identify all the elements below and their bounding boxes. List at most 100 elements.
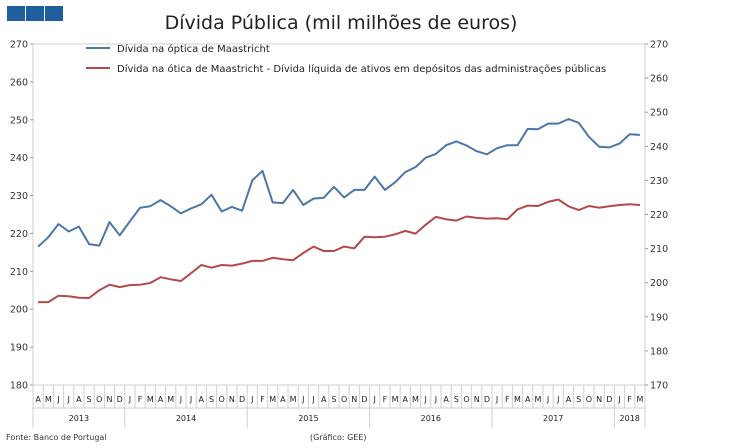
- month-label: A: [199, 395, 205, 404]
- year-label: 2015: [298, 414, 318, 423]
- month-label: M: [412, 395, 419, 404]
- month-label: J: [189, 395, 192, 404]
- right-tick-label: 200: [650, 278, 668, 289]
- month-label: J: [56, 395, 59, 404]
- month-label: N: [474, 395, 480, 404]
- logo-block-2: [26, 6, 44, 21]
- month-label: F: [627, 395, 632, 404]
- left-tick-label: 220: [10, 229, 28, 240]
- month-label: N: [229, 395, 235, 404]
- month-label: A: [443, 395, 449, 404]
- logo-block-1: [7, 6, 25, 21]
- month-label: O: [96, 395, 102, 404]
- month-label: J: [301, 395, 304, 404]
- year-label: 2017: [543, 414, 563, 423]
- month-label: J: [67, 395, 70, 404]
- month-label: O: [586, 395, 592, 404]
- month-label: S: [87, 395, 92, 404]
- month-label: M: [45, 395, 52, 404]
- series-line-net-debt: [38, 198, 640, 304]
- year-label: 2018: [620, 414, 640, 423]
- right-tick-label: 230: [650, 176, 668, 187]
- series-lines: [37, 118, 640, 304]
- month-label: J: [311, 395, 314, 404]
- month-label: D: [606, 395, 612, 404]
- month-label: M: [269, 395, 276, 404]
- year-label: 2014: [176, 414, 196, 423]
- right-tick-label: 250: [650, 108, 668, 119]
- month-label: F: [505, 395, 510, 404]
- month-label: J: [424, 395, 427, 404]
- month-label: F: [260, 395, 265, 404]
- month-label: A: [35, 395, 41, 404]
- left-tick-label: 250: [10, 115, 28, 126]
- month-label: M: [392, 395, 399, 404]
- month-label: D: [361, 395, 367, 404]
- year-label: 2016: [421, 414, 441, 423]
- logo-block-3: [45, 6, 63, 21]
- right-tick-label: 260: [650, 74, 668, 85]
- left-tick-label: 200: [10, 305, 28, 316]
- month-label: D: [239, 395, 245, 404]
- credit-note: (Gráfico: GEE): [310, 433, 367, 442]
- left-tick-label: 270: [10, 40, 28, 51]
- month-label: A: [566, 395, 572, 404]
- month-label: F: [138, 395, 143, 404]
- right-tick-label: 240: [650, 142, 668, 153]
- right-tick-label: 270: [650, 40, 668, 51]
- month-label: O: [341, 395, 347, 404]
- month-label: J: [250, 395, 253, 404]
- month-label: N: [107, 395, 113, 404]
- legend-label-net-debt: Dívida na ótica de Maastricht - Dívida l…: [117, 63, 606, 75]
- source-note: Fonte: Banco de Portugal: [6, 433, 107, 442]
- month-label: M: [636, 395, 643, 404]
- plot-area: [32, 43, 646, 386]
- month-label: D: [484, 395, 490, 404]
- month-label: J: [128, 395, 131, 404]
- left-tick-label: 230: [10, 191, 28, 202]
- month-label: A: [321, 395, 327, 404]
- month-label: N: [596, 395, 602, 404]
- month-label: S: [454, 395, 459, 404]
- legend-label-maastricht: Dívida na óptica de Maastricht: [117, 43, 270, 55]
- month-label: A: [280, 395, 286, 404]
- right-axis: 170 180 190 200 210 220 230 240 250 260 270: [645, 40, 668, 392]
- month-label: A: [403, 395, 409, 404]
- month-label: J: [373, 395, 376, 404]
- logo: [7, 6, 65, 21]
- right-tick-label: 220: [650, 210, 668, 221]
- month-label: S: [209, 395, 214, 404]
- month-label: M: [147, 395, 154, 404]
- left-tick-label: 180: [10, 381, 28, 392]
- month-label: D: [117, 395, 123, 404]
- month-label: J: [179, 395, 182, 404]
- month-label: M: [167, 395, 174, 404]
- month-label: A: [76, 395, 82, 404]
- month-label: J: [434, 395, 437, 404]
- month-label: O: [219, 395, 225, 404]
- month-label: A: [158, 395, 164, 404]
- left-tick-label: 240: [10, 153, 28, 164]
- left-tick-label: 190: [10, 343, 28, 354]
- month-label: J: [495, 395, 498, 404]
- month-label: S: [576, 395, 581, 404]
- month-label: S: [331, 395, 336, 404]
- right-tick-label: 170: [650, 381, 668, 392]
- month-label: J: [546, 395, 549, 404]
- right-tick-label: 190: [650, 312, 668, 323]
- month-label: M: [534, 395, 541, 404]
- month-label: O: [463, 395, 469, 404]
- year-label: 2013: [69, 414, 89, 423]
- month-label: J: [556, 395, 559, 404]
- right-tick-label: 180: [650, 346, 668, 357]
- legend: Dívida na óptica de Maastricht Dívida na…: [86, 43, 606, 75]
- month-label: M: [514, 395, 521, 404]
- left-axis: 180 190 200 210 220 230 240 250 260 270: [10, 40, 33, 392]
- left-tick-label: 210: [10, 267, 28, 278]
- month-label: F: [383, 395, 388, 404]
- right-tick-label: 210: [650, 244, 668, 255]
- chart-title: Dívida Pública (mil milhões de euros): [165, 12, 518, 34]
- left-tick-label: 260: [10, 77, 28, 88]
- month-label: J: [617, 395, 620, 404]
